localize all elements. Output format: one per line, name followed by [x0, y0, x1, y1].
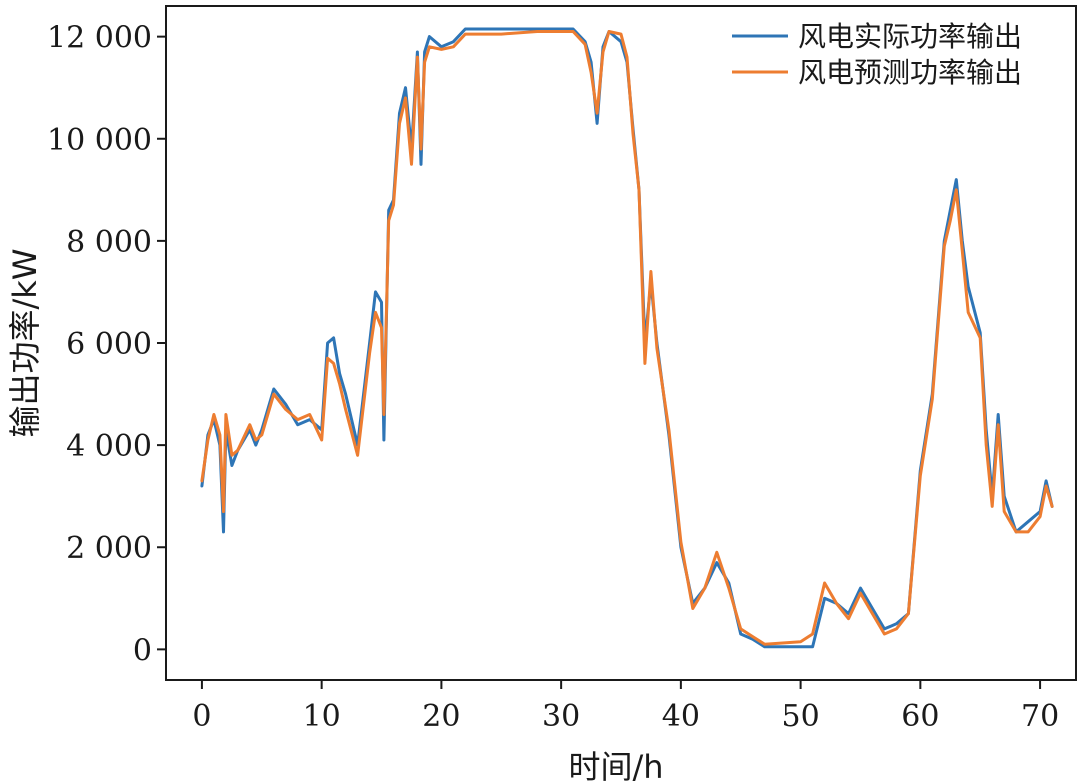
series-line-forecast	[200, 30, 1054, 646]
legend: 风电实际功率输出 风电预测功率输出	[732, 20, 1022, 89]
y-tick-label: 0	[133, 633, 152, 668]
x-tick-label: 0	[192, 699, 211, 734]
y-axis: 0 2 000 4 000 6 000 8 000 10 000 12 000	[47, 21, 166, 668]
legend-label-forecast: 风电预测功率输出	[798, 56, 1022, 89]
y-tick-label: 12 000	[47, 21, 152, 56]
y-tick-label: 6 000	[66, 327, 152, 362]
y-axis-label: 输出功率/kW	[6, 249, 44, 438]
x-tick-label: 10	[303, 699, 341, 734]
series-line-actual	[200, 27, 1054, 649]
legend-label-actual: 风电实际功率输出	[798, 20, 1022, 53]
y-tick-label: 4 000	[66, 429, 152, 464]
y-tick-label: 8 000	[66, 225, 152, 260]
y-tick-label: 2 000	[66, 531, 152, 566]
x-tick-label: 60	[901, 699, 939, 734]
x-tick-label: 20	[422, 699, 460, 734]
x-axis: 0 10 20 30 40 50 60 70	[192, 680, 1059, 734]
x-tick-label: 50	[782, 699, 820, 734]
plot-frame	[165, 5, 1077, 681]
y-tick-label: 10 000	[47, 123, 152, 158]
x-axis-label: 时间/h	[568, 748, 663, 784]
series-layer	[200, 27, 1054, 649]
x-tick-label: 30	[542, 699, 580, 734]
x-tick-label: 40	[662, 699, 700, 734]
x-tick-label: 70	[1021, 699, 1059, 734]
